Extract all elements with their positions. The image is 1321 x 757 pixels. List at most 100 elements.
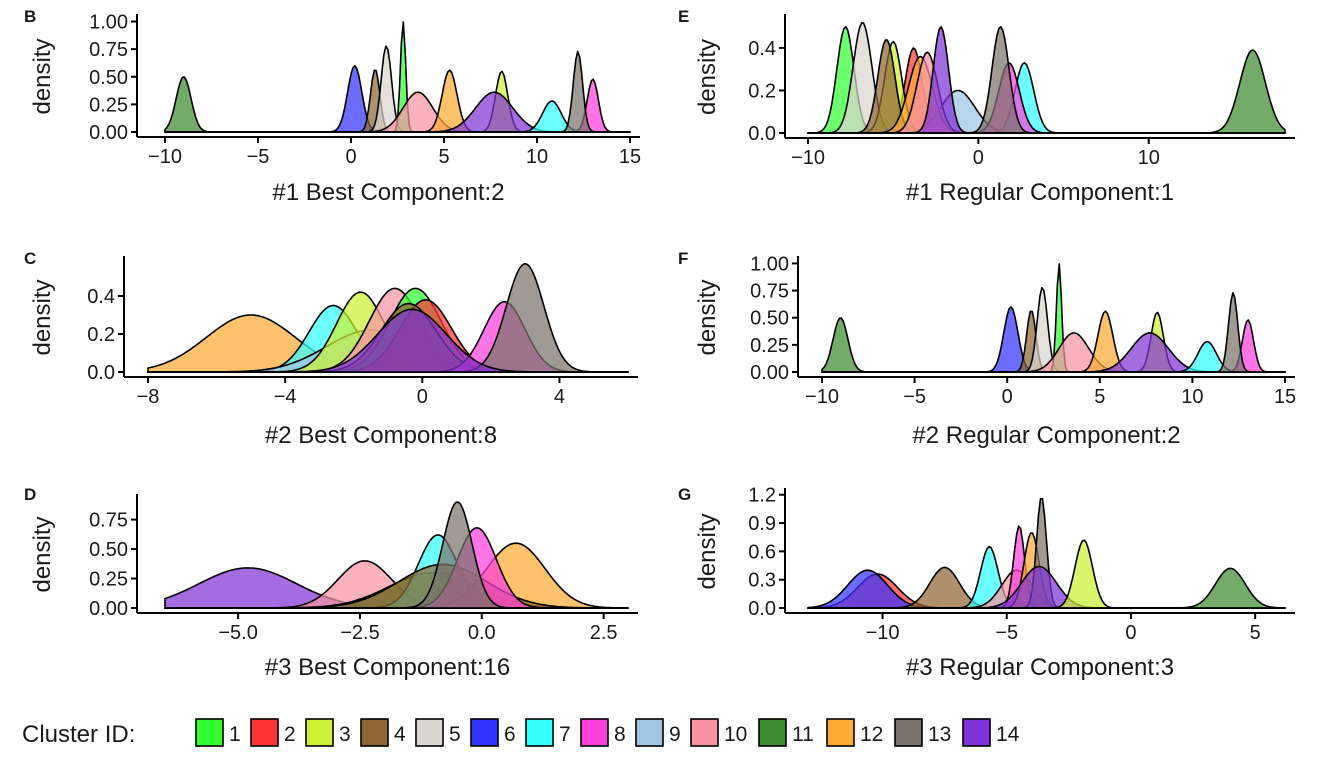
x-tick-label: 0 bbox=[973, 147, 984, 169]
legend-swatch-11 bbox=[758, 718, 787, 747]
panel-b: −10 −5 0 5 10 15 0.00 0.25 0.50 0.75 1.00 #1 Best C… bbox=[24, 7, 641, 206]
y-tick-label: 0.2 bbox=[87, 324, 115, 346]
y-tick-label: 0.75 bbox=[89, 510, 128, 532]
x-tick-label: 5 bbox=[438, 146, 449, 168]
y-tick-label: 0.0 bbox=[748, 598, 776, 620]
panel-e: −10 0 10 0.0 0.2 0.4 #1 Regular Component:1 den… bbox=[678, 7, 1295, 206]
x-tick-label: 0 bbox=[417, 386, 428, 408]
legend-swatch-13 bbox=[894, 718, 923, 747]
panel-tag: F bbox=[678, 249, 688, 268]
legend-swatch-6 bbox=[470, 718, 499, 747]
legend-label-14: 14 bbox=[996, 723, 1020, 746]
legend-label-1: 1 bbox=[229, 723, 241, 746]
y-tick-label: 0.0 bbox=[748, 123, 776, 145]
legend-swatch-4 bbox=[360, 718, 389, 747]
legend-label-7: 7 bbox=[559, 723, 571, 746]
x-tick-label: 15 bbox=[1274, 386, 1296, 408]
x-tick-label: −5 bbox=[247, 146, 270, 168]
density-curve-cluster-13 bbox=[821, 292, 1286, 373]
legend-label-5: 5 bbox=[449, 723, 461, 746]
x-tick-label: −10 bbox=[866, 622, 900, 644]
legend-swatch-12 bbox=[826, 718, 855, 747]
legend: Cluster ID: 1 2 3 4 5 6 7 8 9 10 11 12 13 14 bbox=[22, 718, 1020, 748]
legend-label-8: 8 bbox=[614, 723, 626, 746]
panel-tag: E bbox=[678, 7, 689, 26]
density-curve-cluster-4 bbox=[807, 39, 1286, 134]
x-tick-label: −4 bbox=[274, 386, 297, 408]
y-tick-label: 0.00 bbox=[89, 122, 128, 144]
panel-d: −5.0 −2.5 0.0 2.5 0.00 0.25 0.50 0.75 #3 Best Co… bbox=[24, 485, 638, 681]
y-tick-label: 0.3 bbox=[748, 570, 776, 592]
x-tick-label: −5 bbox=[995, 622, 1018, 644]
x-tick-label: −5 bbox=[903, 386, 926, 408]
x-tick-label: −2.5 bbox=[340, 622, 379, 644]
x-tick-label: 0.0 bbox=[468, 622, 496, 644]
x-axis-title: #3 Regular Component:3 bbox=[906, 654, 1174, 681]
x-tick-label: −10 bbox=[148, 146, 182, 168]
y-tick-label: 1.00 bbox=[89, 12, 128, 34]
density-curve-cluster-14 bbox=[147, 308, 629, 373]
y-axis-title: density bbox=[694, 513, 721, 589]
legend-label-12: 12 bbox=[860, 723, 883, 746]
density-curve-cluster-13 bbox=[164, 501, 629, 609]
legend-swatch-10 bbox=[690, 718, 719, 747]
x-tick-label: 0 bbox=[1125, 622, 1136, 644]
legend-swatch-3 bbox=[305, 718, 334, 747]
panel-tag: C bbox=[24, 249, 36, 268]
legend-label-2: 2 bbox=[284, 723, 296, 746]
y-tick-label: 0.75 bbox=[750, 281, 789, 303]
y-axis-title: density bbox=[694, 279, 721, 355]
legend-swatch-7 bbox=[525, 718, 554, 747]
legend-swatch-1 bbox=[195, 718, 224, 747]
y-tick-label: 0.0 bbox=[87, 362, 115, 384]
x-tick-label: 4 bbox=[554, 386, 565, 408]
x-tick-label: 0 bbox=[345, 146, 356, 168]
x-tick-label: 10 bbox=[1138, 147, 1160, 169]
x-tick-label: 10 bbox=[1181, 386, 1203, 408]
x-tick-label: −10 bbox=[791, 147, 825, 169]
y-tick-label: 0.6 bbox=[748, 541, 776, 563]
legend-label-3: 3 bbox=[339, 723, 351, 746]
legend-swatch-14 bbox=[962, 718, 991, 747]
legend-label-10: 10 bbox=[724, 723, 747, 746]
x-axis-title: #2 Best Component:8 bbox=[265, 422, 497, 449]
x-axis-title: #1 Regular Component:1 bbox=[906, 179, 1174, 206]
legend-swatch-2 bbox=[250, 718, 279, 747]
density-curve-cluster-11 bbox=[807, 567, 1286, 609]
x-tick-label: 15 bbox=[619, 146, 641, 168]
legend-label-6: 6 bbox=[504, 723, 516, 746]
x-tick-label: 2.5 bbox=[590, 622, 618, 644]
x-tick-label: −8 bbox=[137, 386, 160, 408]
y-tick-label: 1.00 bbox=[750, 253, 789, 275]
legend-swatch-8 bbox=[580, 718, 609, 747]
x-tick-label: −5.0 bbox=[218, 622, 257, 644]
y-tick-label: 0.25 bbox=[750, 335, 789, 357]
x-tick-label: 5 bbox=[1094, 386, 1105, 408]
x-axis-title: #1 Best Component:2 bbox=[272, 179, 504, 206]
panel-tag: G bbox=[678, 485, 691, 504]
legend-title: Cluster ID: bbox=[22, 721, 135, 748]
x-tick-label: 0 bbox=[1002, 386, 1013, 408]
panel-g: −10 −5 0 5 0.0 0.3 0.6 0.9 1.2 #3 Regular Compone… bbox=[678, 485, 1295, 681]
y-axis-title: density bbox=[29, 38, 56, 114]
y-tick-label: 0.75 bbox=[89, 39, 128, 61]
density-curve-cluster-11 bbox=[807, 49, 1286, 134]
x-tick-label: 5 bbox=[1250, 622, 1261, 644]
legend-label-4: 4 bbox=[394, 723, 406, 746]
y-axis-title: density bbox=[29, 279, 56, 355]
y-tick-label: 0.2 bbox=[748, 80, 776, 102]
legend-swatch-5 bbox=[415, 718, 444, 747]
panel-tag: B bbox=[24, 7, 36, 26]
y-tick-label: 0.00 bbox=[750, 362, 789, 384]
legend-label-11: 11 bbox=[792, 723, 814, 746]
y-tick-label: 0.4 bbox=[748, 38, 776, 60]
y-tick-label: 0.25 bbox=[89, 569, 128, 591]
panel-f: −10 −5 0 5 10 15 0.00 0.25 0.50 0.75 1.00 #2 Regula… bbox=[678, 249, 1296, 449]
y-tick-label: 0.00 bbox=[89, 598, 128, 620]
y-axis-title: density bbox=[29, 516, 56, 592]
y-tick-label: 1.2 bbox=[748, 485, 776, 507]
x-axis-title: #3 Best Component:16 bbox=[265, 654, 511, 681]
x-tick-label: −10 bbox=[805, 386, 839, 408]
legend-swatch-9 bbox=[635, 718, 664, 747]
